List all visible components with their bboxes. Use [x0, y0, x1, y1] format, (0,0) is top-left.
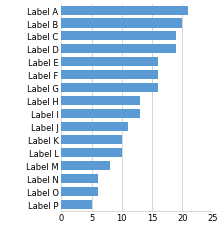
Bar	[61, 161, 110, 170]
Bar	[61, 97, 140, 106]
Bar	[61, 135, 122, 144]
Bar	[61, 19, 182, 28]
Bar	[61, 58, 158, 67]
Bar	[61, 84, 158, 93]
Bar	[61, 109, 140, 119]
Bar	[61, 123, 128, 131]
Bar	[61, 71, 158, 80]
Bar	[61, 6, 188, 16]
Bar	[61, 200, 92, 209]
Bar	[61, 174, 98, 183]
Bar	[61, 32, 176, 41]
Bar	[61, 187, 98, 196]
Bar	[61, 45, 176, 54]
Bar	[61, 148, 122, 157]
